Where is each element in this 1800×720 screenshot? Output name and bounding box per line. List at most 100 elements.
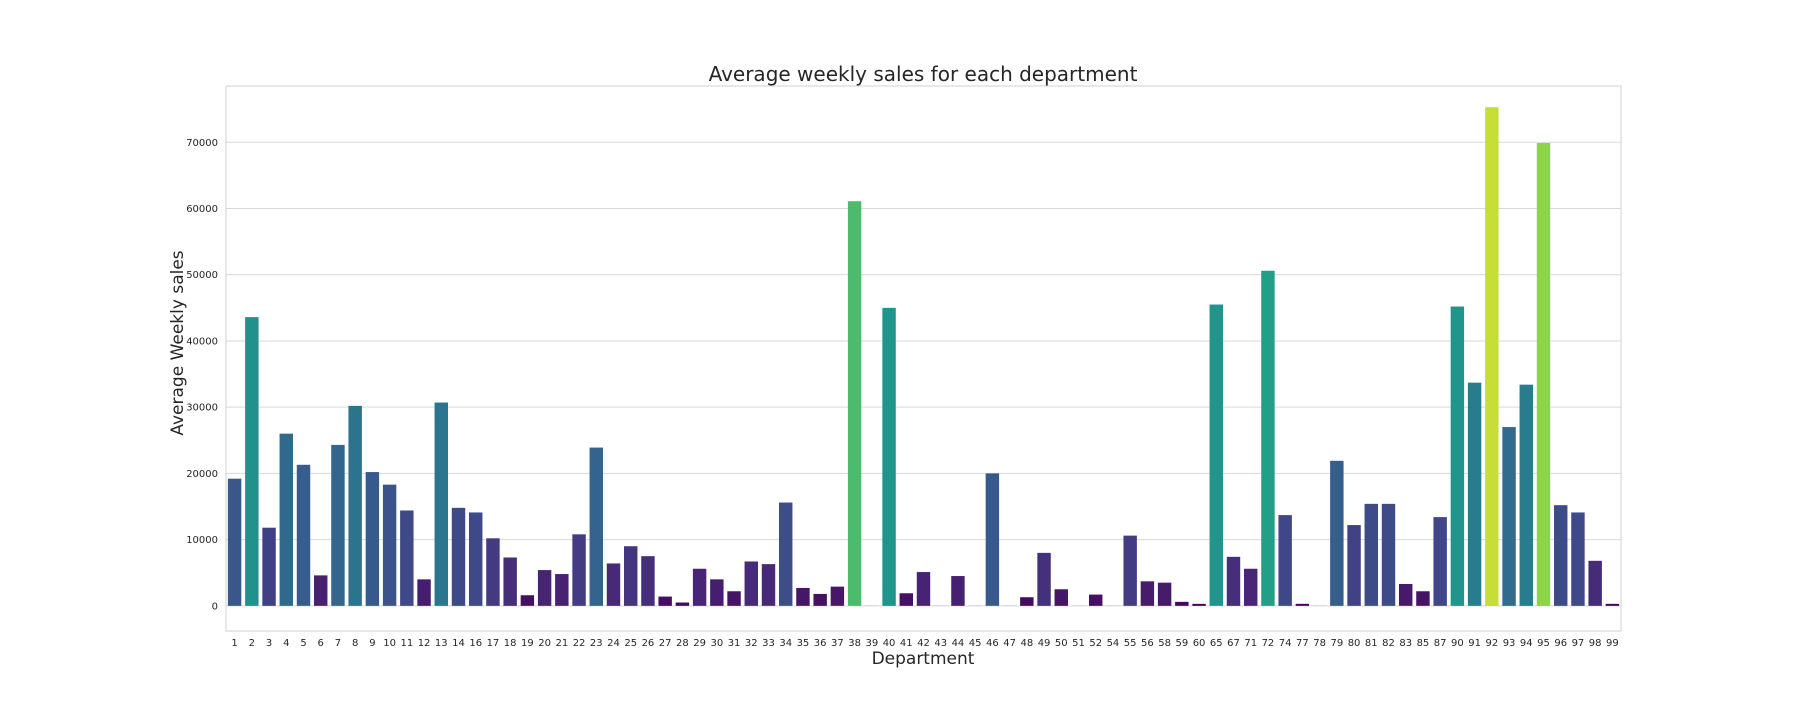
x-tick-label: 91 (1468, 638, 1481, 649)
x-tick-label: 20 (538, 638, 551, 649)
bar-dept-29 (692, 568, 707, 606)
bar-dept-11 (400, 510, 414, 606)
bar-dept-5 (296, 464, 311, 606)
x-tick-label: 5 (300, 638, 306, 649)
bar-dept-13 (434, 402, 448, 606)
bar-dept-35 (796, 587, 810, 606)
y-tick-label: 40000 (186, 336, 218, 347)
bar-dept-52 (1089, 594, 1103, 606)
x-tick-label: 59 (1175, 638, 1188, 649)
bar-dept-24 (606, 563, 621, 606)
bar-dept-85 (1416, 591, 1430, 606)
bar-dept-56 (1140, 581, 1155, 606)
x-tick-label: 16 (469, 638, 482, 649)
x-tick-label: 99 (1606, 638, 1619, 649)
x-tick-label: 17 (487, 638, 500, 649)
bar-dept-31 (727, 591, 741, 606)
x-tick-label: 32 (745, 638, 758, 649)
x-tick-label: 90 (1451, 638, 1464, 649)
bar-dept-34 (779, 502, 793, 606)
bar-dept-87 (1433, 517, 1447, 606)
bar-dept-49 (1037, 552, 1051, 606)
x-tick-label: 14 (452, 638, 465, 649)
x-tick-label: 48 (1020, 638, 1033, 649)
x-tick-label: 65 (1210, 638, 1223, 649)
bar-dept-26 (641, 556, 655, 606)
bar-dept-96 (1554, 505, 1568, 606)
y-tick-label: 30000 (186, 403, 218, 414)
bar-dept-92 (1485, 107, 1499, 606)
x-tick-label: 19 (521, 638, 534, 649)
x-tick-label: 82 (1382, 638, 1395, 649)
x-tick-label: 30 (710, 638, 723, 649)
bars (227, 107, 1620, 606)
x-tick-label: 67 (1227, 638, 1240, 649)
bar-dept-38 (847, 201, 862, 606)
bar-dept-98 (1588, 560, 1602, 606)
x-tick-label: 46 (986, 638, 999, 649)
bar-dept-10 (382, 484, 397, 606)
x-tick-label: 41 (900, 638, 913, 649)
x-tick-label: 97 (1572, 638, 1585, 649)
bar-dept-79 (1330, 460, 1344, 606)
bar-dept-22 (572, 534, 586, 606)
bar-dept-14 (451, 507, 466, 606)
bar-dept-42 (916, 572, 931, 606)
bar-dept-74 (1278, 515, 1292, 606)
bar-dept-97 (1571, 512, 1585, 606)
x-tick-label: 21 (555, 638, 568, 649)
bar-dept-55 (1123, 535, 1137, 606)
bar-dept-81 (1364, 503, 1378, 606)
x-tick-label: 6 (318, 638, 324, 649)
x-tick-label: 51 (1072, 638, 1085, 649)
x-tick-label: 27 (659, 638, 672, 649)
bar-dept-59 (1175, 601, 1189, 606)
bar-dept-30 (710, 579, 724, 606)
bar-dept-83 (1399, 583, 1413, 606)
x-tick-label: 72 (1262, 638, 1275, 649)
bar-dept-33 (761, 564, 776, 606)
bar-dept-41 (899, 593, 913, 606)
x-tick-label: 78 (1313, 638, 1326, 649)
x-tick-label: 56 (1141, 638, 1154, 649)
bar-dept-58 (1157, 582, 1172, 606)
bar-dept-21 (555, 574, 569, 606)
x-tick-label: 80 (1348, 638, 1361, 649)
x-tick-label: 58 (1158, 638, 1171, 649)
bar-dept-48 (1020, 597, 1034, 606)
bar-dept-25 (624, 546, 638, 606)
x-tick-labels: 1 2 3 4 5 6 7 8 9 10 11 12 13 14 16 17 18 19 20 21 22 23 24 25 2… (231, 638, 1618, 649)
bar-dept-82 (1381, 503, 1396, 606)
x-tick-label: 18 (504, 638, 517, 649)
bar-dept-36 (813, 593, 827, 606)
x-tick-label: 2 (249, 638, 255, 649)
x-tick-label: 94 (1520, 638, 1533, 649)
x-tick-label: 50 (1055, 638, 1068, 649)
y-tick-label: 60000 (186, 204, 218, 215)
x-tick-label: 85 (1417, 638, 1430, 649)
bar-dept-71 (1244, 568, 1258, 606)
x-tick-label: 29 (693, 638, 706, 649)
x-axis-label: Department (872, 649, 975, 669)
x-tick-label: 87 (1434, 638, 1447, 649)
x-tick-label: 49 (1038, 638, 1051, 649)
x-tick-label: 13 (435, 638, 448, 649)
bar-dept-7 (331, 444, 345, 606)
y-tick-labels: 0 10000 20000 30000 40000 50000 60000 70000 (186, 138, 218, 613)
bar-dept-3 (262, 527, 276, 606)
x-tick-label: 38 (848, 638, 861, 649)
bar-dept-37 (830, 586, 845, 606)
y-tick-label: 70000 (186, 138, 218, 149)
x-tick-label: 45 (969, 638, 982, 649)
bar-dept-18 (503, 557, 517, 606)
bar-dept-23 (589, 447, 603, 606)
bar-dept-46 (985, 473, 1000, 606)
chart-title: Average weekly sales for each department (709, 62, 1138, 86)
bar-dept-19 (520, 595, 535, 606)
bar-dept-16 (469, 512, 483, 606)
bar-dept-17 (486, 538, 500, 606)
bar-dept-32 (744, 561, 758, 606)
x-tick-label: 35 (797, 638, 810, 649)
x-tick-label: 40 (883, 638, 896, 649)
